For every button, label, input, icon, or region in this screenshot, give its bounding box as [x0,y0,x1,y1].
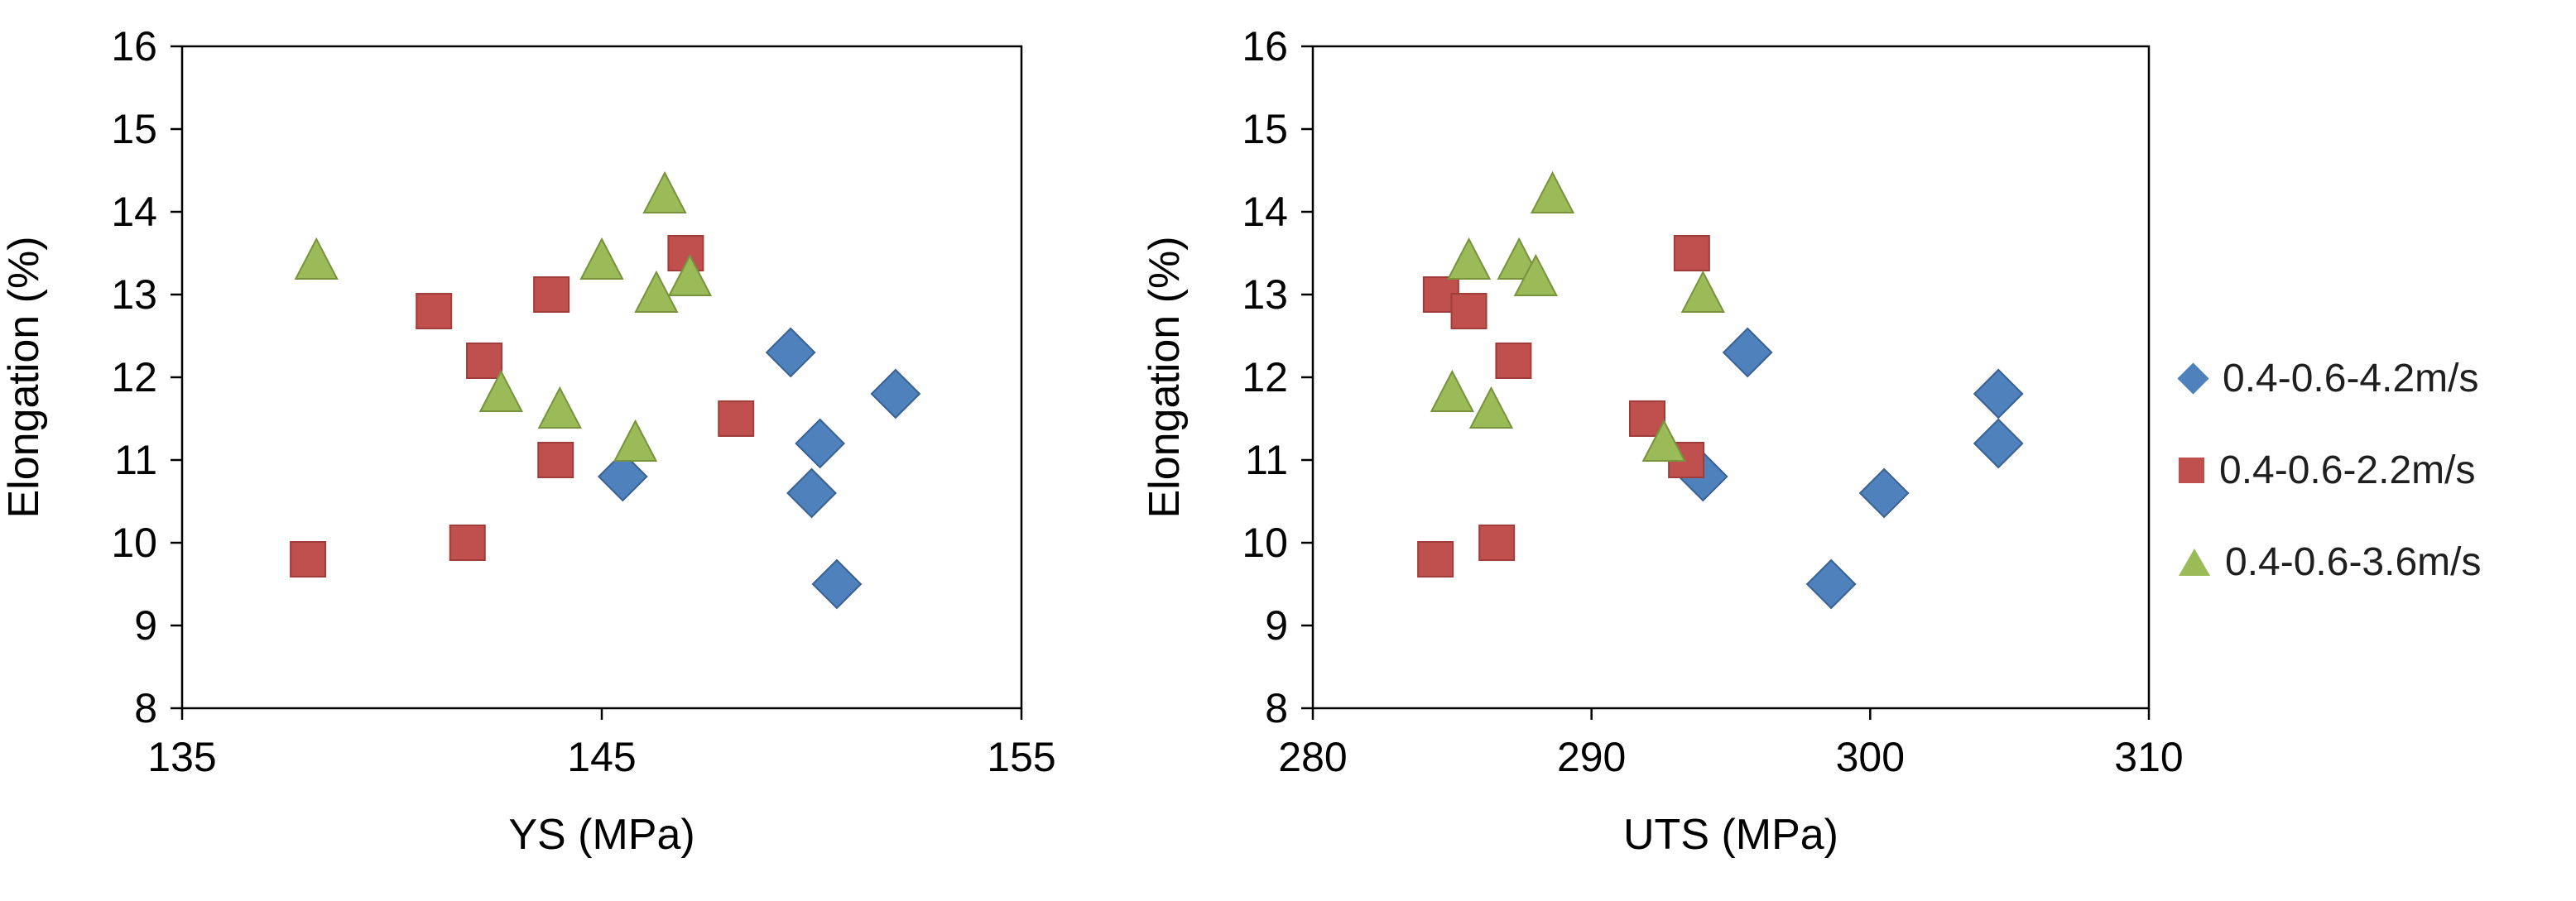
data-point-triangle [667,253,713,296]
uts-elongation-chart: 8 9 10 11 12 13 14 15 16 280 290 300 310 UTS (MPa) Elo… [1141,23,2184,859]
plot-area [1311,45,2151,710]
y-tick-label: 8 [1265,685,1288,731]
y-tick-label: 10 [111,520,157,566]
y-tick-label: 14 [111,189,157,235]
data-point-triangle [537,386,582,429]
data-point-triangle [478,369,523,412]
data-point-triangle [1680,270,1725,313]
triangle-icon [2179,549,2210,576]
legend-label: 0.4-0.6-3.6m/s [2225,540,2482,584]
data-point-square [718,400,755,437]
data-point-diamond [786,467,837,519]
data-point-square [537,442,574,478]
data-point-diamond [1973,418,2024,469]
series-diamond [1677,327,2024,610]
series-square [290,235,755,578]
data-point-diamond [597,451,648,502]
data-point-triangle [1430,369,1474,412]
y-tick-label: 14 [1242,189,1288,235]
data-point-square [1495,343,1532,379]
data-point-triangle [579,237,624,280]
data-point-square [1417,541,1454,578]
x-tick-label: 290 [1557,734,1626,780]
plot-area [180,45,1023,710]
y-tick-label: 9 [1265,602,1288,649]
data-point-square [290,541,327,578]
y-tick-label: 15 [1242,106,1288,152]
y-tick-label: 13 [111,271,157,318]
legend-item-3-6ms: 0.4-0.6-3.6m/s [2179,539,2481,585]
data-point-square [533,276,570,313]
square-icon [2179,458,2204,483]
data-point-triangle [1468,386,1514,429]
y-axis-title: Elongation (%) [1141,236,1189,518]
series-triangle [294,170,713,462]
data-point-triangle [642,170,687,213]
legend-label: 0.4-0.6-2.2m/s [2219,448,2476,492]
data-point-square [449,525,486,561]
data-point-triangle [1446,237,1492,280]
data-point-diamond [870,368,921,419]
x-tick-label: 145 [567,734,636,780]
series-diamond [597,327,921,610]
data-point-diamond [811,558,863,610]
data-point-diamond [795,418,846,469]
data-point-diamond [1805,558,1857,610]
data-point-square [1450,293,1487,329]
data-point-triangle [613,419,658,462]
data-point-square [416,293,453,329]
x-tick-label: 310 [2114,734,2183,780]
x-tick-label: 155 [987,734,1055,780]
legend-item-2-2ms: 0.4-0.6-2.2m/s [2179,448,2481,493]
y-tick-label: 16 [1242,23,1288,69]
data-point-triangle [294,237,339,280]
data-point-triangle [1530,170,1575,213]
y-tick-label: 12 [111,354,157,400]
y-axis-title: Elongation (%) [0,236,48,518]
y-tick-label: 13 [1242,271,1288,318]
legend-item-4-2ms: 0.4-0.6-4.2m/s [2177,356,2481,401]
data-point-triangle [634,270,679,313]
x-axis-title: UTS (MPa) [1623,811,1838,859]
y-tick-label: 11 [1245,437,1288,483]
y-tick-label: 10 [1242,520,1288,566]
data-point-diamond [765,327,816,378]
data-point-triangle [1641,419,1686,462]
x-tick-label: 280 [1278,734,1347,780]
y-tick-label: 12 [1242,354,1288,400]
y-tick-label: 8 [134,685,157,731]
y-tick-label: 11 [114,437,157,483]
data-point-square [1673,235,1710,271]
legend-label: 0.4-0.6-4.2m/s [2223,357,2479,400]
data-point-square [466,343,503,379]
diamond-icon [2177,362,2209,395]
y-tick-label: 16 [111,23,157,69]
data-point-diamond [1858,467,1910,519]
ys-elongation-chart: 8 9 10 11 12 13 14 15 16 135 145 155 YS (MPa) Elongat… [0,23,1056,859]
x-tick-label: 300 [1836,734,1905,780]
chart-legend: 0.4-0.6-4.2m/s 0.4-0.6-2.2m/s 0.4-0.6-3.… [2177,356,2481,585]
y-tick-label: 15 [111,106,157,152]
x-tick-label: 135 [147,734,216,780]
series-triangle [1430,170,1725,462]
data-point-diamond [1722,327,1773,378]
data-point-triangle [1513,253,1558,296]
y-tick-label: 9 [134,602,157,649]
data-point-diamond [1973,368,2024,419]
x-axis-title: YS (MPa) [508,811,694,859]
data-point-square [1478,525,1516,561]
